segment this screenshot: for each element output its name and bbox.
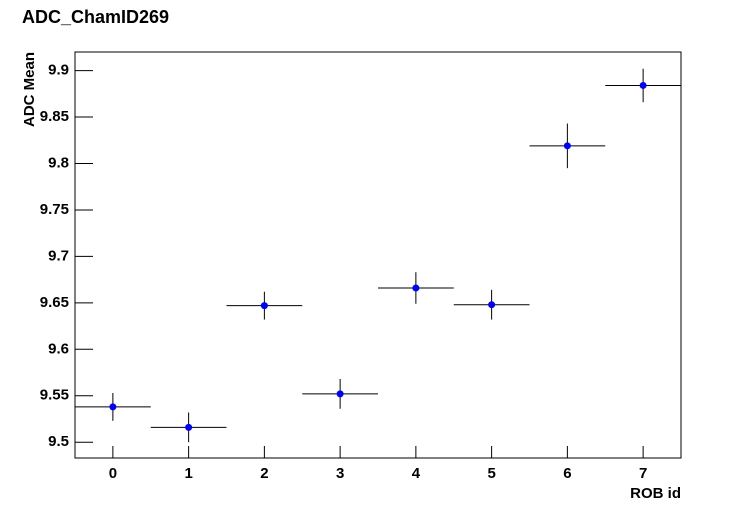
point [563,142,571,150]
point [488,301,496,309]
x-tick-label: 7 [639,465,647,482]
point [412,284,420,292]
point [639,81,647,89]
y-tick-label: 9.5 [48,433,69,450]
point [260,302,268,310]
y-tick-label: 9.7 [48,247,69,264]
x-tick-label: 6 [563,465,571,482]
x-tick-label: 1 [184,465,192,482]
x-tick-label: 5 [487,465,495,482]
point [185,423,193,431]
y-tick-label: 9.55 [40,387,69,404]
y-tick-label: 9.6 [48,340,69,357]
x-tick-label: 3 [336,465,344,482]
x-tick-label: 2 [260,465,268,482]
x-tick-label: 4 [412,465,421,482]
y-tick-label: 9.85 [40,108,69,125]
point [109,403,117,411]
point [336,390,344,398]
y-tick-label: 9.8 [48,154,69,171]
y-tick-label: 9.75 [40,201,69,218]
y-tick-label: 9.9 [48,62,69,79]
chart-title: ADC_ChamID269 [22,7,169,27]
x-axis-label: ROB id [630,485,681,502]
y-tick-label: 9.65 [40,294,69,311]
y-axis-label: ADC Mean [21,52,38,127]
x-tick-label: 0 [109,465,117,482]
plot-frame [74,51,682,459]
